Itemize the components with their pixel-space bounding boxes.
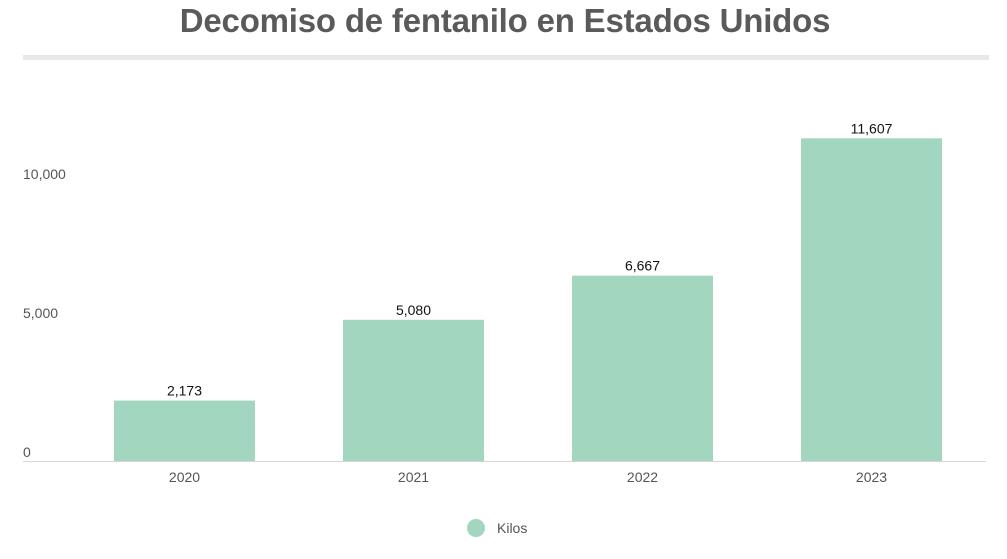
chart-title: Decomiso de fentanilo en Estados Unidos [179,2,831,39]
legend-label-kilos: Kilos [497,520,528,536]
value-label-2022: 6,667 [625,258,660,274]
bar-2021 [343,319,484,461]
bar-2023 [801,138,942,462]
value-label-2020: 2,173 [167,383,202,399]
y-tick-label: 10,000 [23,166,66,182]
value-label-2021: 5,080 [396,302,431,318]
bar-2020 [114,400,255,461]
y-tick-label: 5,000 [23,305,58,321]
x-tick-label-2020: 2020 [169,469,200,485]
y-tick-label: 0 [23,444,31,460]
x-tick-label-2023: 2023 [856,469,887,485]
x-tick-label-2022: 2022 [627,469,658,485]
title-divider [23,55,989,60]
chart-legend: Kilos [467,517,527,539]
bar-2022 [572,275,713,461]
x-tick-label-2021: 2021 [398,469,429,485]
value-label-2023: 11,607 [851,120,893,136]
legend-swatch-kilos [467,519,485,537]
